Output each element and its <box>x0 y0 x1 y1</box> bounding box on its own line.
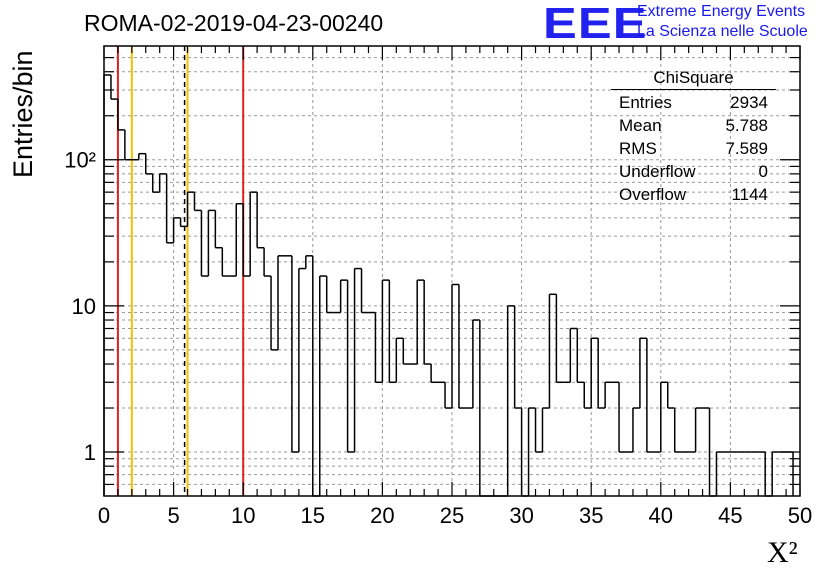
stat-label: Overflow <box>619 185 687 204</box>
stat-row-entries: Entries 2934 <box>611 93 776 116</box>
plot-frame <box>103 45 801 497</box>
histogram-bars <box>103 74 794 497</box>
x-tick-label: 20 <box>370 503 394 528</box>
reference-lines <box>116 46 245 496</box>
stat-row-rms: RMS 7.589 <box>611 139 776 162</box>
x-tick-label: 25 <box>440 503 464 528</box>
stat-label: RMS <box>619 139 657 158</box>
stat-row-mean: Mean 5.788 <box>611 116 776 139</box>
x-tick-label: 10 <box>231 503 255 528</box>
stat-label: Entries <box>619 93 672 112</box>
stat-value: 2934 <box>730 93 768 112</box>
x-axis-label: X² <box>767 536 798 569</box>
eee-logo: EEE <box>543 0 648 48</box>
x-tick-label: 30 <box>509 503 533 528</box>
x-tick-label: 5 <box>167 503 179 528</box>
stat-row-overflow: Overflow 1144 <box>611 185 776 208</box>
tick-labels: 0 5 10 15 20 25 30 35 40 45 50 1 10 10² <box>64 148 812 528</box>
y-tick-label: 1 <box>84 440 96 465</box>
chart-title: ROMA-02-2019-04-23-00240 <box>84 10 384 36</box>
stat-value: 0 <box>758 162 768 181</box>
stat-row-underflow: Underflow 0 <box>611 162 776 185</box>
stats-title: ChiSquare <box>611 68 776 90</box>
x-tick-label: 35 <box>579 503 603 528</box>
axis-ticks <box>103 46 801 496</box>
x-tick-label: 45 <box>718 503 742 528</box>
y-tick-label: 10² <box>64 148 96 173</box>
stat-value: 1144 <box>731 185 768 204</box>
x-tick-label: 0 <box>98 503 110 528</box>
x-tick-label: 50 <box>788 503 812 528</box>
logo-line-2: La Scienza nelle Scuole <box>637 23 808 40</box>
stats-box: ChiSquare Entries 2934 Mean 5.788 RMS 7.… <box>611 68 776 208</box>
logo-line-1: Extreme Energy Events <box>637 3 806 20</box>
stat-label: Underflow <box>619 162 696 181</box>
x-tick-label: 15 <box>301 503 325 528</box>
y-tick-label: 10 <box>72 294 96 319</box>
x-tick-label: 40 <box>649 503 673 528</box>
stat-value: 7.589 <box>725 139 768 158</box>
y-axis-label: Entries/bin <box>8 50 38 178</box>
stat-label: Mean <box>619 116 662 135</box>
stat-value: 5.788 <box>725 116 768 135</box>
